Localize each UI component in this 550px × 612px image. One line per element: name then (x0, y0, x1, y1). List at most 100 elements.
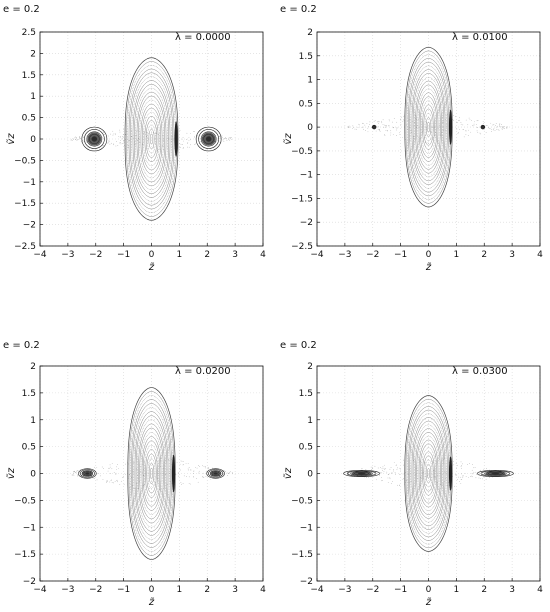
grid (316, 31, 541, 247)
sea-point (112, 134, 114, 136)
sea-point (223, 138, 225, 140)
sea-point (109, 143, 111, 145)
sea-point (103, 468, 104, 469)
sea-point (194, 135, 195, 137)
side-island-curve (81, 126, 108, 152)
side-island (195, 126, 222, 152)
x-tick-label: 4 (260, 250, 266, 260)
sea-point (379, 474, 380, 476)
side-island-curve (195, 126, 222, 152)
sea-point (187, 463, 189, 465)
sea-point (383, 471, 385, 473)
sea-point (502, 127, 503, 129)
sea-point (73, 138, 74, 140)
sea-point (231, 139, 233, 140)
invariant-curve (409, 61, 448, 193)
sea-point (198, 470, 200, 472)
sea-point (460, 476, 462, 478)
sea-point (108, 142, 110, 144)
sea-point (403, 119, 404, 121)
sea-point (127, 147, 129, 149)
sea-point (395, 473, 396, 475)
sea-point (413, 460, 415, 461)
sea-point (379, 129, 380, 130)
panel-2: e = 0.2 −4 −3 −2 −1 0 1 2 3 4 −2.5 −2 −1.5 −1 −0.5 0 0.5… (280, 4, 543, 273)
sea-point (392, 133, 394, 135)
sea-point (156, 150, 158, 152)
resonance-chain (174, 121, 178, 157)
sea-point (193, 130, 194, 132)
side-island-curve (372, 125, 377, 129)
sea-point (162, 140, 164, 142)
y-tick-label: −1 (23, 523, 36, 533)
invariant-curve (412, 73, 445, 182)
sea-point (158, 148, 159, 150)
sea-point (480, 469, 482, 471)
invariant-curve (126, 61, 177, 217)
sea-point (144, 132, 145, 134)
sea-point (475, 471, 477, 473)
sea-point (460, 122, 462, 123)
y-tick-label: 0 (307, 123, 313, 133)
sea-point (347, 473, 349, 474)
sea-point (205, 466, 206, 467)
sea-point (109, 464, 111, 466)
sea-point (381, 122, 383, 124)
sea-point (229, 136, 230, 138)
sea-point (457, 121, 458, 123)
sea-point (393, 127, 395, 129)
invariant-curve (404, 395, 453, 552)
sea-point (483, 473, 485, 475)
invariant-curve (134, 411, 169, 536)
sea-point (117, 145, 119, 146)
resonance-chain (171, 454, 176, 493)
sea-point (431, 489, 433, 491)
x-tick-label: −2 (366, 250, 379, 260)
sea-point (462, 477, 464, 479)
sea-point (119, 136, 121, 137)
invariant-curve (422, 104, 435, 150)
sea-point (396, 468, 398, 470)
sea-point (377, 120, 379, 122)
sea-point (453, 119, 455, 121)
sea-point (79, 135, 80, 137)
invariant-curve (416, 84, 441, 170)
side-island (480, 124, 486, 130)
sea-point (180, 482, 182, 483)
sea-point (129, 140, 130, 141)
sea-point (82, 140, 84, 141)
sea-point (180, 146, 181, 148)
sea-point (354, 128, 356, 130)
y-tick-label: 0.5 (22, 443, 36, 453)
sea-point (477, 127, 479, 129)
sea-point (456, 128, 458, 130)
sea-point (403, 116, 405, 118)
side-island (476, 469, 514, 478)
sea-point (98, 473, 99, 475)
sea-point (434, 469, 436, 471)
side-island (78, 468, 97, 479)
sea-point (402, 478, 404, 480)
sea-point (219, 141, 221, 143)
sea-point (76, 137, 77, 139)
sea-point (181, 138, 183, 140)
y-tick-label: 0 (30, 135, 36, 145)
sea-point (499, 126, 501, 128)
x-tick-label: 0 (426, 250, 432, 260)
sea-point (467, 129, 469, 131)
side-island-curve (372, 125, 376, 129)
sea-point (397, 467, 399, 469)
sea-point (123, 483, 125, 485)
sea-point (489, 477, 490, 478)
sea-point (393, 470, 394, 472)
sea-point (468, 477, 469, 478)
sea-point (225, 138, 226, 139)
invariant-curve (416, 432, 441, 515)
sea-point (369, 124, 370, 125)
sea-point (182, 137, 184, 138)
sea-point (401, 116, 403, 118)
y-tick-label: 2 (30, 362, 36, 372)
sea-point (415, 467, 417, 469)
sea-point (222, 136, 223, 138)
sea-point (448, 485, 450, 486)
